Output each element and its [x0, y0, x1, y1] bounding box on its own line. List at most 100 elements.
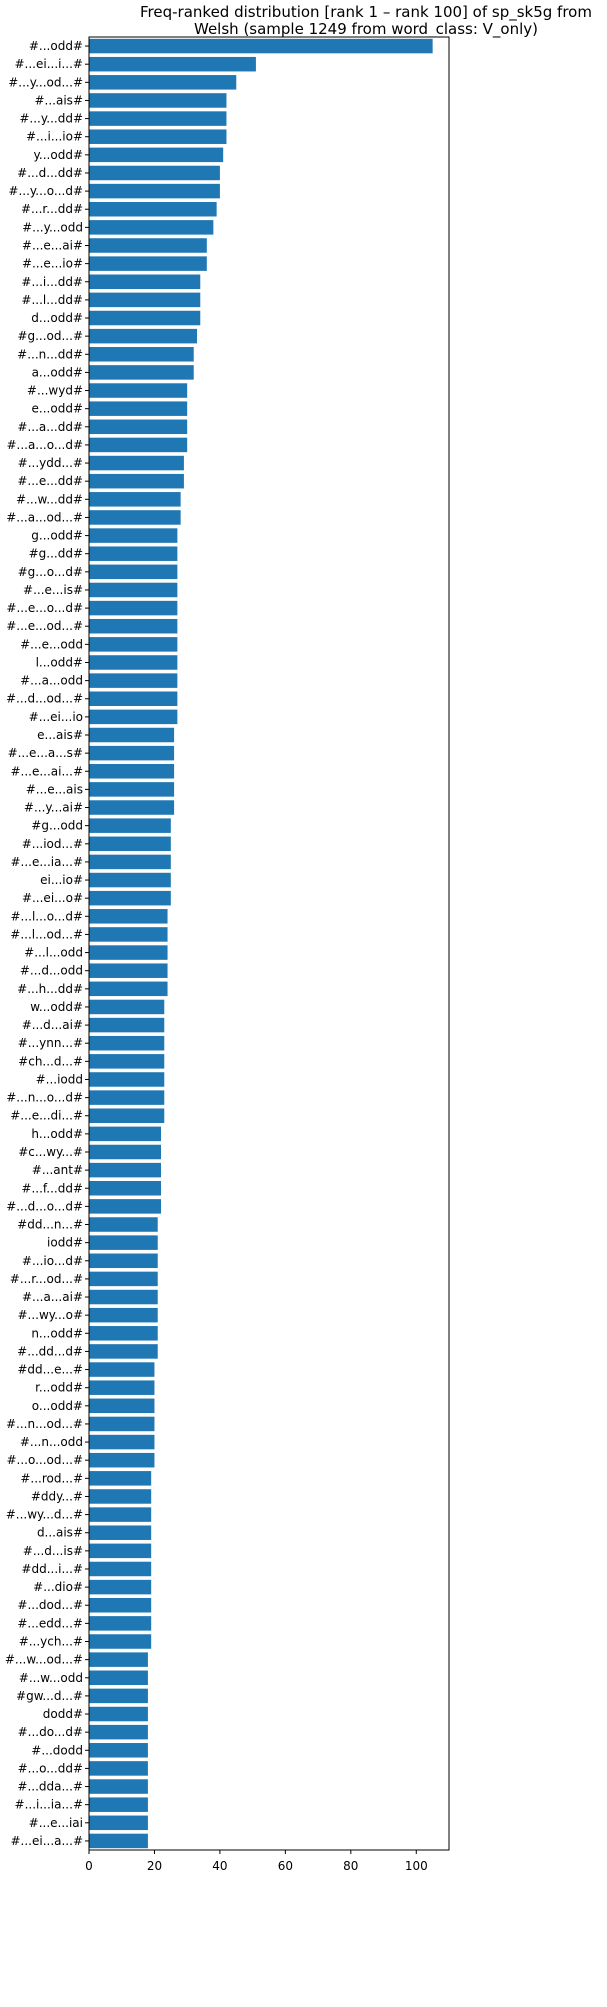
category-label: #ddy...#: [31, 1489, 83, 1503]
category-label: #...wy...o#: [17, 1308, 83, 1322]
bar: [89, 1525, 152, 1540]
category-label: #...d...odd: [20, 964, 83, 978]
bar: [89, 745, 175, 761]
category-label: #...a...dd#: [17, 420, 83, 434]
category-label: #...e...ia...#: [10, 855, 83, 869]
category-label: #...a...od...#: [6, 510, 83, 524]
bar: [89, 274, 201, 290]
category-label: #...i...dd#: [21, 275, 83, 289]
category-label: #g...odd: [31, 819, 83, 833]
category-label: #...h...dd#: [17, 982, 83, 996]
bar: [89, 1761, 148, 1776]
category-label: #...wyd#: [27, 384, 83, 398]
bar: [89, 1779, 148, 1794]
x-tick-label: 80: [343, 1859, 358, 1873]
category-label: #...l...od...#: [10, 927, 83, 941]
bar: [89, 1217, 158, 1232]
category-label: #...dod...#: [17, 1598, 83, 1612]
bar: [89, 1833, 148, 1849]
x-tick-label: 60: [278, 1859, 293, 1873]
bar: [89, 256, 207, 271]
category-label: #g...o...d#: [18, 565, 83, 579]
bar: [89, 637, 178, 652]
category-label: #...w...od...#: [5, 1653, 83, 1667]
category-label: #...y...odd: [22, 220, 83, 234]
category-label: ei...io#: [40, 873, 83, 887]
category-label: #...e...di...#: [10, 1109, 83, 1123]
category-label: #ch...d...#: [18, 1054, 83, 1068]
category-label: #g...od...#: [17, 329, 83, 343]
category-label: #...y...ai#: [24, 801, 83, 815]
bar: [89, 1108, 165, 1123]
bar: [89, 1652, 148, 1667]
x-tick-label: 100: [405, 1859, 428, 1873]
bar: [89, 836, 171, 852]
bar: [89, 673, 178, 688]
chart-subtitle: Welsh (sample 1249 from word_class: V_on…: [194, 20, 538, 39]
bar: [89, 1326, 158, 1341]
category-label: #...d...od...#: [6, 692, 83, 706]
category-label: #...ydd...#: [18, 456, 83, 470]
category-label: #...a...o...d#: [6, 438, 83, 452]
bar: [89, 129, 227, 144]
bar: [89, 473, 184, 489]
category-label: #...e...io#: [22, 257, 83, 271]
bar: [89, 1199, 161, 1214]
plot-frame: [88, 36, 450, 1851]
category-label: #...do...d#: [18, 1725, 83, 1739]
category-label: #...e...dd#: [17, 474, 83, 488]
category-label: #...n...od...#: [6, 1417, 83, 1431]
bar: [89, 1072, 165, 1087]
bar: [89, 1289, 158, 1305]
bar: [89, 1307, 158, 1323]
bar: [89, 1362, 155, 1377]
x-ticks-group: 0 20 40 60 80 100: [85, 1850, 428, 1873]
bar: [89, 419, 188, 435]
x-tick-label: 20: [147, 1859, 162, 1873]
bar: [89, 1144, 161, 1160]
bar: [89, 564, 178, 580]
category-label: #...r...od...#: [10, 1272, 83, 1286]
bar: [89, 1452, 155, 1468]
bar: [89, 1597, 152, 1613]
category-label: #...d...o...d#: [6, 1199, 83, 1213]
category-label: w...odd#: [30, 1000, 83, 1014]
bar: [89, 999, 165, 1015]
category-label: #...e...odd: [20, 637, 83, 651]
category-label: e...ais#: [37, 728, 83, 742]
category-label: #...dda...#: [17, 1780, 83, 1794]
bar: [89, 727, 175, 743]
category-label: d...odd#: [31, 311, 83, 325]
category-label: #...e...ai#: [22, 238, 83, 252]
category-label: #...e...ais: [26, 782, 83, 796]
bars-group: [89, 38, 433, 1849]
bar: [89, 1743, 148, 1758]
bar: [89, 963, 168, 978]
bar: [89, 764, 175, 779]
category-label: #...ynn...#: [18, 1036, 83, 1050]
category-label: #...d...ai#: [22, 1018, 83, 1032]
category-label: #...ei...a...#: [10, 1834, 83, 1848]
bar: [89, 709, 178, 725]
category-label: #...rod...#: [20, 1471, 83, 1485]
bar: [89, 618, 178, 634]
bar: [89, 1561, 152, 1577]
bar: [89, 383, 188, 398]
bar: [89, 1471, 152, 1486]
category-labels-group: #...odd# #...ei...i...# #...y...od...# #...…: [5, 39, 89, 1848]
bar: [89, 1434, 155, 1450]
bar: [89, 582, 178, 598]
category-label: o...odd#: [32, 1399, 83, 1413]
category-label: #...w...dd#: [16, 492, 83, 506]
category-label: #...l...o...d#: [10, 909, 83, 923]
category-label: #...ais#: [35, 93, 84, 107]
category-label: #...io...d#: [22, 1254, 83, 1268]
category-label: #...ych...#: [19, 1635, 83, 1649]
category-label: #...ei...i...#: [15, 57, 84, 71]
bar: [89, 1507, 152, 1522]
bar: [89, 872, 171, 888]
category-label: #...iod...#: [22, 837, 83, 851]
category-label: #...e...is#: [23, 583, 83, 597]
